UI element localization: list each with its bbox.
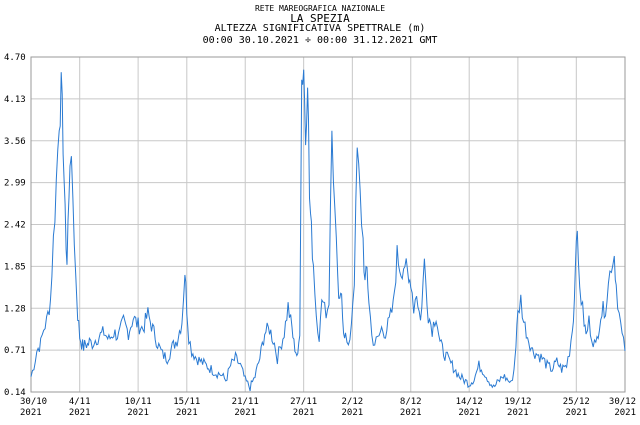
x-tick-label: 8/12 — [400, 397, 422, 407]
x-tick-year: 2021 — [458, 408, 480, 418]
x-tick-year: 2021 — [614, 408, 636, 418]
x-tick-label: 14/12 — [456, 397, 483, 407]
x-tick-year: 2021 — [176, 408, 198, 418]
x-tick-label: 25/12 — [563, 397, 590, 407]
y-axis-labels: 0.14 0.71 1.28 1.85 2.42 2.99 3.56 4.13 4.70 — [4, 53, 26, 398]
chart-series — [30, 69, 626, 392]
chart-grid — [30, 56, 626, 393]
x-tick-label: 10/11 — [125, 397, 152, 407]
x-tick-label: 30/12 — [609, 397, 636, 407]
plot-frame — [30, 56, 626, 393]
y-tick-label: 4.70 — [4, 53, 26, 63]
y-tick-label: 0.14 — [4, 388, 26, 398]
x-tick-label: 19/12 — [504, 397, 531, 407]
y-tick-label: 1.28 — [4, 304, 26, 314]
y-tick-label: 0.71 — [4, 346, 26, 356]
x-tick-year: 2021 — [20, 408, 42, 418]
station-title: LA SPEZIA — [290, 12, 350, 25]
y-tick-label: 2.42 — [4, 221, 26, 231]
x-tick-year: 2021 — [565, 408, 587, 418]
x-tick-year: 2021 — [234, 408, 256, 418]
wave-height-line — [30, 69, 626, 392]
y-tick-label: 2.99 — [4, 179, 26, 189]
x-tick-label: 21/11 — [232, 397, 259, 407]
x-tick-year: 2021 — [127, 408, 149, 418]
y-tick-label: 4.13 — [4, 95, 26, 105]
x-tick-year: 2021 — [69, 408, 91, 418]
y-tick-label: 1.85 — [4, 262, 26, 272]
x-tick-year: 2021 — [293, 408, 315, 418]
period-title: 00:00 30.10.2021 ÷ 00:00 31.12.2021 GMT — [202, 35, 438, 46]
x-tick-year: 2021 — [400, 408, 422, 418]
x-axis-labels: 30/1020214/11202110/11202115/11202121/11… — [20, 397, 636, 418]
x-tick-label: 30/10 — [20, 397, 47, 407]
x-tick-year: 2021 — [507, 408, 529, 418]
x-tick-label: 4/11 — [69, 397, 91, 407]
x-tick-label: 2/12 — [342, 397, 364, 407]
parameter-title: ALTEZZA SIGNIFICATIVA SPETTRALE (m) — [214, 23, 426, 34]
x-tick-label: 27/11 — [290, 397, 317, 407]
network-title: RETE MAREOGRAFICA NAZIONALE — [254, 4, 386, 13]
x-tick-year: 2021 — [342, 408, 364, 418]
y-tick-label: 3.56 — [4, 137, 26, 147]
x-tick-label: 15/11 — [173, 397, 200, 407]
chart-axes — [30, 56, 626, 393]
